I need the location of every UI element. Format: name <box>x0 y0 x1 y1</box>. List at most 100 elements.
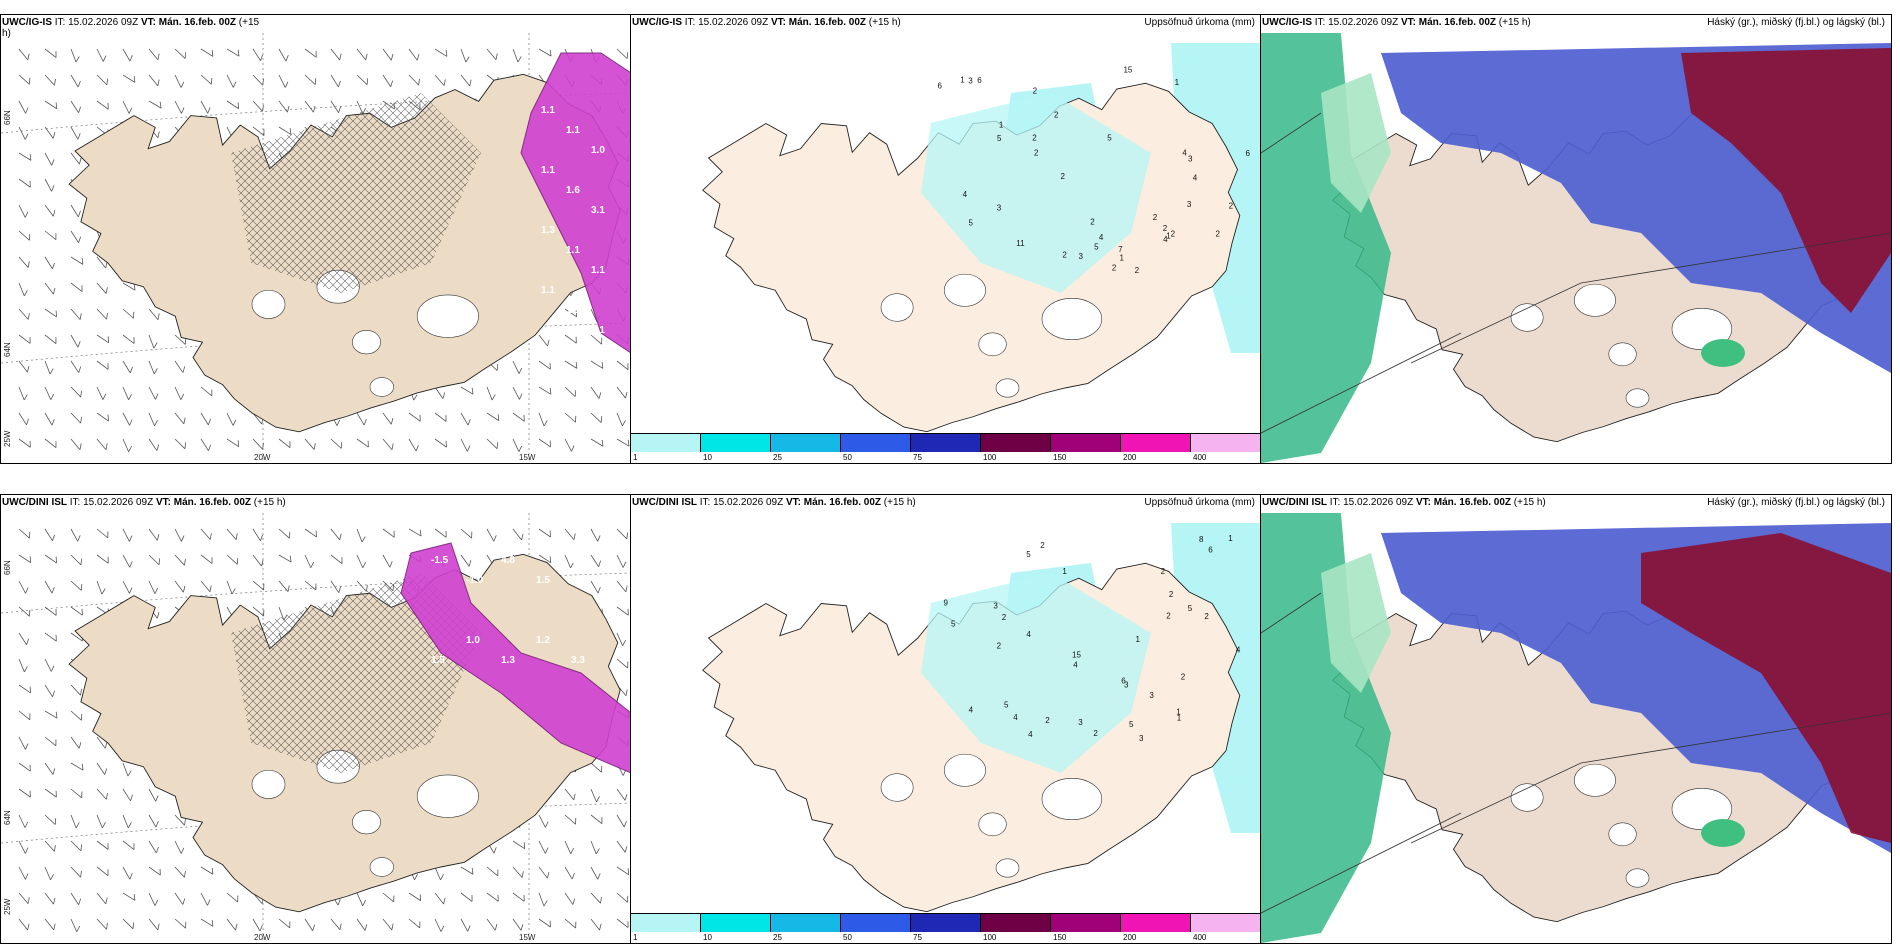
colorbar-tick: 150 <box>1053 453 1067 462</box>
wind-value-label: 1.1 <box>566 245 580 256</box>
precip-value-label: 6 <box>1246 149 1251 158</box>
wind-value-label: 1.1 <box>591 325 605 336</box>
panel-header: UWC/IG-IS IT: 15.02.2026 09Z VT: Mán. 16… <box>1262 17 1885 28</box>
precip-value-label: 4 <box>1163 235 1168 244</box>
colorbar-segment <box>1121 434 1191 452</box>
precip-value-label: 3 <box>997 204 1002 213</box>
wind-value-label: 1.5 <box>431 655 445 666</box>
precip-value-label: 4 <box>1193 173 1198 182</box>
glacier-outline <box>1510 303 1544 332</box>
colorbar-tick: 25 <box>773 453 782 462</box>
lon-label-20w: 20W <box>254 933 271 942</box>
panel-header: UWC/IG-IS IT: 15.02.2026 09Z VT: Mán. 16… <box>632 17 1255 28</box>
glacier-outline <box>978 812 1007 837</box>
cloud-map <box>1261 513 1891 943</box>
high-cloud-area <box>1641 533 1891 843</box>
panel-wind-igis: UWC/IG-IS IT: 15.02.2026 09Z VT: Mán. 16… <box>0 14 632 464</box>
wind-map: 1.1 1.1 1.0 1.1 1.6 3.1 1.3 1.1 1.1 1.1 1.1 1.1 <box>1 33 631 463</box>
precip-value-label: 2 <box>1090 218 1095 227</box>
colorbar-segment <box>701 434 771 452</box>
precip-value-label: 6 <box>977 76 982 85</box>
wind-value-label: 1.2 <box>536 635 550 646</box>
panel-header: UWC/DINI ISL IT: 15.02.2026 09Z VT: Mán.… <box>632 497 1255 508</box>
colorbar-tick: 75 <box>913 933 922 942</box>
lon-label-15w: 15W <box>519 933 536 942</box>
precip-value-label: 3 <box>1188 155 1193 164</box>
colorbar-segment <box>771 434 841 452</box>
precip-value-label: 2 <box>1033 87 1038 96</box>
low-cloud-area <box>1701 819 1745 847</box>
precip-value-label: 11 <box>1016 239 1025 248</box>
colorbar-tick: 75 <box>913 453 922 462</box>
wind-value-label: 1.1 <box>566 125 580 136</box>
precip-value-label: 2 <box>1161 567 1166 576</box>
precip-value-label: 1 <box>960 76 965 85</box>
glacier-outline <box>369 377 394 397</box>
precip-value-label: 5 <box>1026 550 1031 559</box>
precip-value-label: 6 <box>938 82 943 91</box>
precip-value-label: 2 <box>1166 611 1171 620</box>
precip-value-label: 6 <box>1208 545 1213 554</box>
precip-value-label: 1 <box>1119 254 1124 263</box>
glacier-outline <box>352 330 381 355</box>
glacier-outline <box>1671 308 1733 350</box>
colorbar-segment <box>1051 914 1121 932</box>
low-cloud-area <box>1321 553 1391 693</box>
colorbar-tick: 150 <box>1053 933 1067 942</box>
precip-value-label: 2 <box>1045 716 1050 725</box>
wind-value-label: 1.3 <box>541 225 555 236</box>
colorbar-segment <box>631 914 701 932</box>
wind-value-label: -1.5 <box>431 555 449 566</box>
glacier-outline <box>1041 778 1103 820</box>
wind-value-label: 3.3 <box>571 655 585 666</box>
panel-precip-dini: UWC/DINI ISL IT: 15.02.2026 09Z VT: Mán.… <box>630 494 1262 944</box>
cloud-map <box>1261 33 1891 463</box>
precip-value-label: 4 <box>1026 630 1031 639</box>
glacier-outline <box>416 774 479 818</box>
precip-value-label: 2 <box>1040 541 1045 550</box>
precip-value-label: 3 <box>1124 680 1129 689</box>
colorbar-tick: 10 <box>703 453 712 462</box>
wind-value-label: 4.8 <box>501 555 515 566</box>
wind-value-label: 1.3 <box>501 655 515 666</box>
precip-value-label: 5 <box>951 620 956 629</box>
precip-value-label: 4 <box>963 190 968 199</box>
precip-value-label: 2 <box>1216 229 1221 238</box>
low-cloud-area <box>1321 73 1391 213</box>
wind-value-label: 1.0 <box>591 145 605 156</box>
colorbar-tick: 200 <box>1123 453 1137 462</box>
precip-value-label: 5 <box>997 134 1002 143</box>
colorbar-segment <box>1121 914 1191 932</box>
precip-map: 2456655441323211212364527111522212324232… <box>702 43 1261 433</box>
colorbar-segment <box>1191 434 1261 452</box>
panel-header: UWC/DINI ISL IT: 15.02.2026 09Z VT: Mán.… <box>1262 497 1885 508</box>
wind-value-label: 1.5 <box>536 575 550 586</box>
precip-value-label: 3 <box>1139 734 1144 743</box>
wind-value-label: 1.1 <box>591 265 605 276</box>
precip-value-label: 5 <box>1107 133 1112 142</box>
glacier-outline <box>1573 283 1616 317</box>
precip-value-label: 2 <box>1135 266 1140 275</box>
precip-value-label: 2 <box>1034 149 1039 158</box>
precip-value-label: 3 <box>1078 718 1083 727</box>
glacier-outline <box>880 293 914 322</box>
precip-value-label: 15 <box>1072 650 1081 659</box>
wind-value-label: 1.6 <box>566 185 580 196</box>
precip-value-label: 5 <box>1094 243 1099 252</box>
precip-value-label: 4 <box>1182 148 1187 157</box>
colorbar-segment <box>1191 914 1261 932</box>
colorbar-segment <box>841 914 911 932</box>
glacier-outline <box>1510 783 1544 812</box>
precip-value-label: 2 <box>1163 224 1168 233</box>
precip-value-label: 4 <box>1073 660 1078 669</box>
precip-value-label: 4 <box>1236 645 1241 654</box>
wind-map: -1.5 -1.0 4.8 1.5 2.9 1.5 1.0 1.3 1.2 3.3 <box>1 513 631 943</box>
boundary-line <box>1261 112 1891 434</box>
precip-value-label: 4 <box>1099 233 1104 242</box>
precip-value-label: 3 <box>968 76 973 85</box>
precip-value-label: 2 <box>1061 172 1066 181</box>
high-cloud-area <box>1681 48 1891 313</box>
colorbar-segment <box>981 434 1051 452</box>
precip-value-label: 3 <box>1078 252 1083 261</box>
